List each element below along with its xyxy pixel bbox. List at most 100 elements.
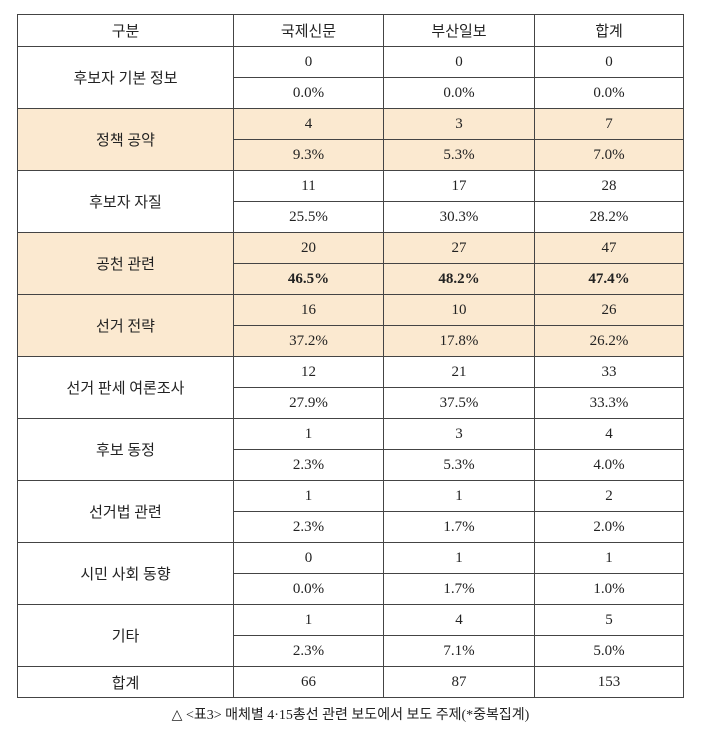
count-cell: 0 [383, 46, 535, 78]
count-cell: 4 [383, 604, 535, 636]
percent-cell: 9.3% [233, 139, 384, 171]
percent-row: 37.2% 17.8% 26.2% [18, 325, 684, 357]
count-cell: 12 [233, 356, 384, 388]
row-label: 선거법 관련 [17, 480, 234, 543]
percent-cell: 46.5% [233, 263, 384, 295]
percent-row: 0.0% 0.0% 0.0% [18, 77, 684, 109]
count-cell: 0 [233, 542, 384, 574]
count-cell: 28 [534, 170, 684, 202]
count-row: 정책 공약 4 3 7 [17, 108, 684, 171]
row-label: 공천 관련 [17, 232, 234, 295]
total-label: 합계 [17, 666, 234, 698]
count-row: 선거 전략 16 10 26 [17, 294, 684, 357]
count-cell: 20 [233, 232, 384, 264]
percent-cell: 37.5% [383, 387, 535, 419]
header-cell: 합계 [534, 14, 684, 47]
percent-cell: 2.3% [233, 449, 384, 481]
row-label: 후보자 자질 [17, 170, 234, 233]
count-cell: 1 [233, 480, 384, 512]
percent-row: 9.3% 5.3% 7.0% [18, 139, 684, 171]
topic-table: 구분 국제신문 부산일보 합계 후보자 기본 정보 0 0 0 0.0% 0.0% 0.0% 정책 … [17, 14, 684, 698]
percent-cell: 0.0% [534, 77, 684, 109]
percent-cell: 4.0% [534, 449, 684, 481]
percent-cell: 30.3% [383, 201, 535, 233]
count-cell: 1 [383, 480, 535, 512]
row-label: 후보자 기본 정보 [17, 46, 234, 109]
count-cell: 11 [233, 170, 384, 202]
count-row: 후보자 자질 11 17 28 [17, 170, 684, 233]
percent-cell: 5.0% [534, 635, 684, 667]
percent-cell: 7.0% [534, 139, 684, 171]
count-row: 기타 1 4 5 [17, 604, 684, 667]
count-cell: 0 [534, 46, 684, 78]
percent-row: 2.3% 1.7% 2.0% [18, 511, 684, 543]
percent-cell: 0.0% [233, 573, 384, 605]
percent-cell: 1.7% [383, 511, 535, 543]
count-cell: 33 [534, 356, 684, 388]
percent-cell: 33.3% [534, 387, 684, 419]
count-cell: 17 [383, 170, 535, 202]
count-cell: 21 [383, 356, 535, 388]
caption: △ <표3> 매체별 4·15총선 관련 보도에서 보도 주제(*중복집계) [171, 708, 530, 723]
percent-cell: 2.3% [233, 635, 384, 667]
row-label: 후보 동정 [17, 418, 234, 481]
percent-cell: 48.2% [383, 263, 535, 295]
count-cell: 47 [534, 232, 684, 264]
header-cell: 부산일보 [383, 14, 535, 47]
percent-cell: 0.0% [233, 77, 384, 109]
row-label: 기타 [17, 604, 234, 667]
percent-cell: 7.1% [383, 635, 535, 667]
header-cell: 구분 [17, 14, 234, 47]
percent-cell: 28.2% [534, 201, 684, 233]
count-cell: 26 [534, 294, 684, 326]
percent-cell: 1.0% [534, 573, 684, 605]
count-cell: 2 [534, 480, 684, 512]
total-cell: 66 [233, 666, 384, 698]
percent-row: 27.9% 37.5% 33.3% [18, 387, 684, 419]
total-cell: 87 [383, 666, 535, 698]
count-cell: 1 [534, 542, 684, 574]
count-row: 공천 관련 20 27 47 [17, 232, 684, 295]
count-cell: 4 [233, 108, 384, 140]
percent-row: 46.5% 48.2% 47.4% [18, 263, 684, 295]
percent-cell: 0.0% [383, 77, 535, 109]
percent-row: 25.5% 30.3% 28.2% [18, 201, 684, 233]
count-row: 선거법 관련 1 1 2 [17, 480, 684, 543]
header-cell: 국제신문 [233, 14, 384, 47]
count-cell: 7 [534, 108, 684, 140]
row-label: 선거 전략 [17, 294, 234, 357]
count-cell: 4 [534, 418, 684, 450]
total-cell: 153 [534, 666, 684, 698]
count-cell: 0 [233, 46, 384, 78]
count-cell: 5 [534, 604, 684, 636]
count-row: 후보 동정 1 3 4 [17, 418, 684, 481]
percent-cell: 25.5% [233, 201, 384, 233]
percent-cell: 5.3% [383, 449, 535, 481]
percent-cell: 26.2% [534, 325, 684, 357]
percent-cell: 37.2% [233, 325, 384, 357]
percent-cell: 1.7% [383, 573, 535, 605]
percent-cell: 2.0% [534, 511, 684, 543]
count-cell: 1 [233, 418, 384, 450]
table-body: 후보자 기본 정보 0 0 0 0.0% 0.0% 0.0% 정책 공약 4 3 7 9.3% 5.3%… [17, 46, 684, 698]
count-row: 후보자 기본 정보 0 0 0 [17, 46, 684, 109]
count-cell: 3 [383, 418, 535, 450]
count-row: 시민 사회 동향 0 1 1 [17, 542, 684, 605]
count-cell: 16 [233, 294, 384, 326]
count-row: 선거 판세 여론조사 12 21 33 [17, 356, 684, 419]
count-cell: 1 [233, 604, 384, 636]
header-row: 구분 국제신문 부산일보 합계 [17, 14, 684, 47]
percent-cell: 5.3% [383, 139, 535, 171]
percent-cell: 17.8% [383, 325, 535, 357]
row-label: 시민 사회 동향 [17, 542, 234, 605]
row-label: 정책 공약 [17, 108, 234, 171]
count-cell: 3 [383, 108, 535, 140]
percent-cell: 47.4% [534, 263, 684, 295]
count-cell: 10 [383, 294, 535, 326]
row-label: 선거 판세 여론조사 [17, 356, 234, 419]
count-cell: 27 [383, 232, 535, 264]
total-row: 합계 66 87 153 [17, 666, 684, 698]
percent-cell: 27.9% [233, 387, 384, 419]
percent-cell: 2.3% [233, 511, 384, 543]
